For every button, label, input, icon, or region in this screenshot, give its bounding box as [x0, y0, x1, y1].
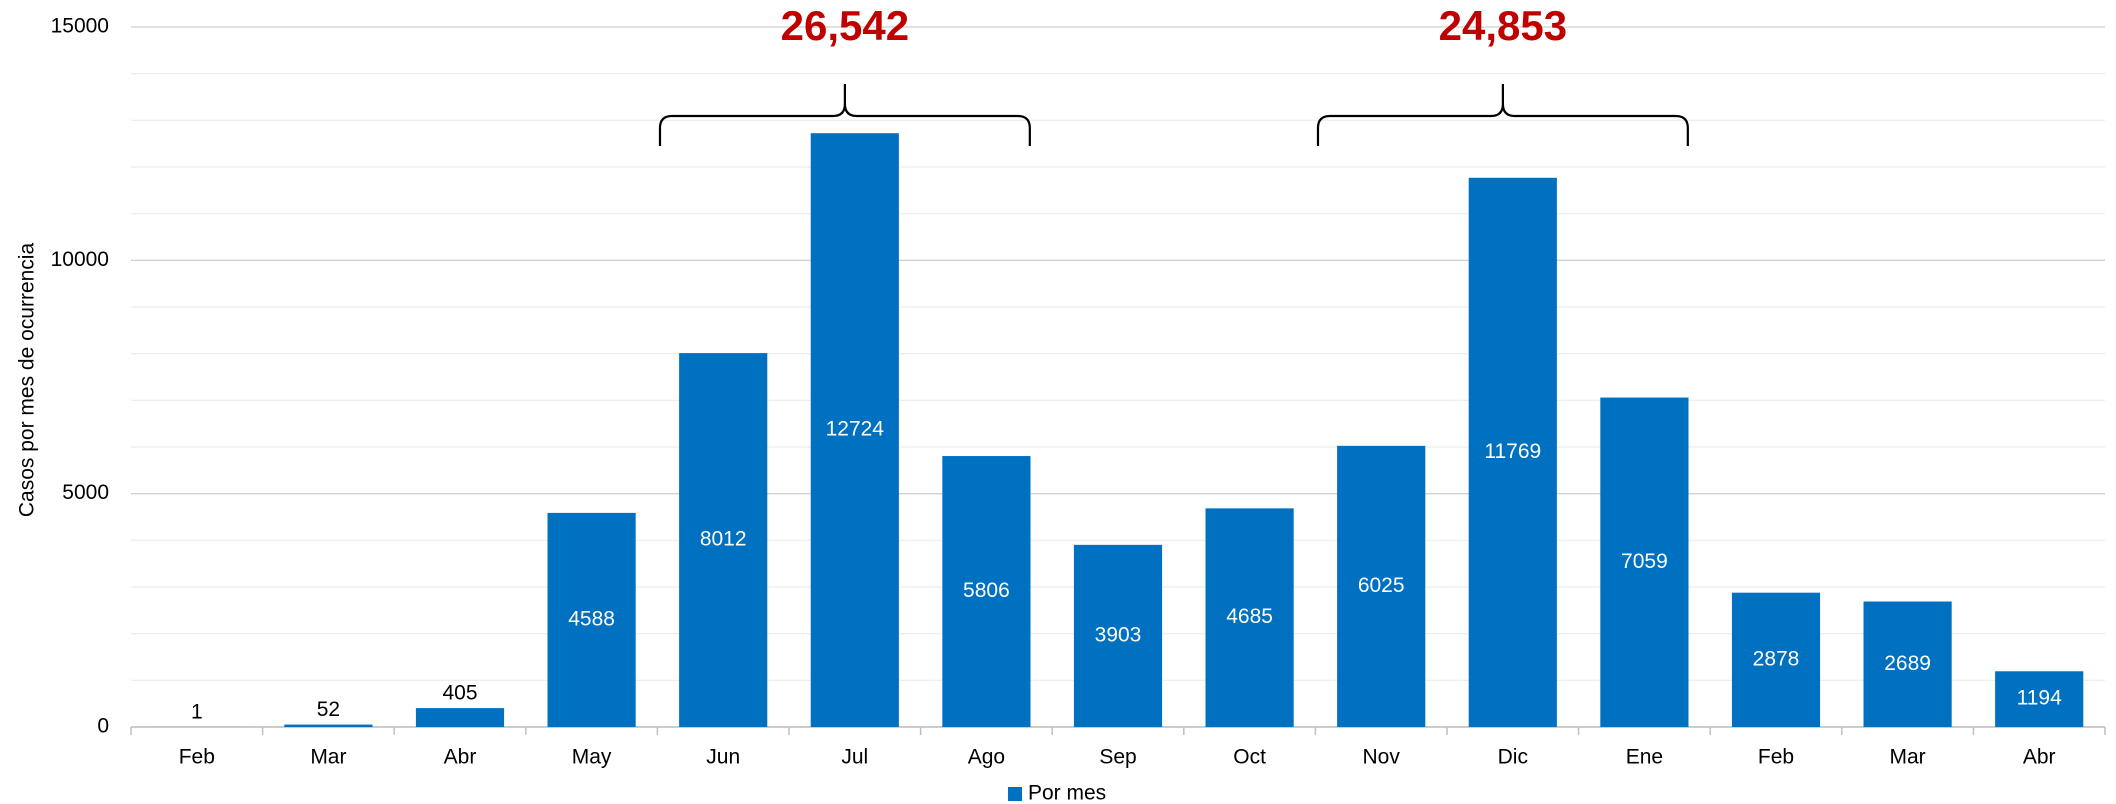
data-label: 405 — [442, 682, 477, 705]
legend: Por mes — [1008, 782, 1106, 804]
bar — [1995, 671, 2084, 727]
data-label: 6025 — [1358, 574, 1405, 597]
data-label: 2878 — [1753, 647, 1800, 670]
bar — [679, 353, 768, 727]
bar — [1468, 177, 1557, 727]
x-tick-label: May — [572, 746, 612, 769]
data-label: 4685 — [1226, 605, 1273, 628]
data-label: 12724 — [826, 418, 885, 441]
annotation: 26,542 — [781, 2, 909, 49]
bar — [810, 133, 899, 728]
bar — [1863, 601, 1952, 727]
bar — [547, 512, 636, 727]
bar — [942, 456, 1031, 727]
bar — [284, 724, 373, 727]
x-tick-label: Mar — [1890, 746, 1926, 769]
x-tick-label: Dic — [1498, 746, 1528, 769]
x-tick-label: Nov — [1363, 746, 1401, 769]
bar — [415, 708, 505, 727]
annotation: 24,853 — [1439, 2, 1567, 49]
x-tick-label: Feb — [179, 746, 215, 769]
x-tick-label: Ene — [1626, 746, 1663, 769]
y-axis-label: Casos por mes de ocurrencia — [16, 243, 39, 518]
bar — [1205, 508, 1294, 727]
y-tick-label: 15000 — [51, 15, 109, 38]
data-label: 7059 — [1621, 550, 1668, 573]
data-label: 1194 — [2017, 687, 2062, 710]
data-label: 2689 — [1884, 652, 1931, 675]
data-label: 1 — [191, 701, 203, 724]
x-tick-label: Sep — [1099, 746, 1136, 769]
x-tick-label: Feb — [1758, 746, 1794, 769]
data-label: 3903 — [1095, 623, 1142, 646]
bar — [1337, 445, 1426, 727]
data-label: 11769 — [1484, 440, 1541, 463]
y-tick-label: 10000 — [51, 248, 109, 271]
bar — [1731, 592, 1821, 727]
x-tick-label: Abr — [2023, 746, 2056, 769]
data-label: 8012 — [700, 528, 747, 551]
x-tick-label: Oct — [1233, 746, 1266, 769]
y-tick-label: 0 — [97, 715, 109, 738]
y-tick-label: 5000 — [62, 481, 109, 504]
x-tick-label: Ago — [968, 746, 1005, 769]
data-label: 4588 — [568, 607, 615, 630]
legend-label: Por mes — [1028, 782, 1106, 804]
bracket — [1316, 84, 1689, 146]
x-tick-label: Jun — [706, 746, 740, 769]
legend-swatch — [1008, 787, 1022, 801]
data-label: 5806 — [963, 579, 1010, 602]
x-tick-label: Abr — [444, 746, 477, 769]
x-tick-label: Mar — [310, 746, 346, 769]
bracket — [658, 84, 1031, 146]
bar — [1600, 397, 1689, 727]
bar — [1073, 544, 1163, 727]
data-label: 52 — [317, 698, 340, 721]
x-tick-label: Jul — [841, 746, 868, 769]
